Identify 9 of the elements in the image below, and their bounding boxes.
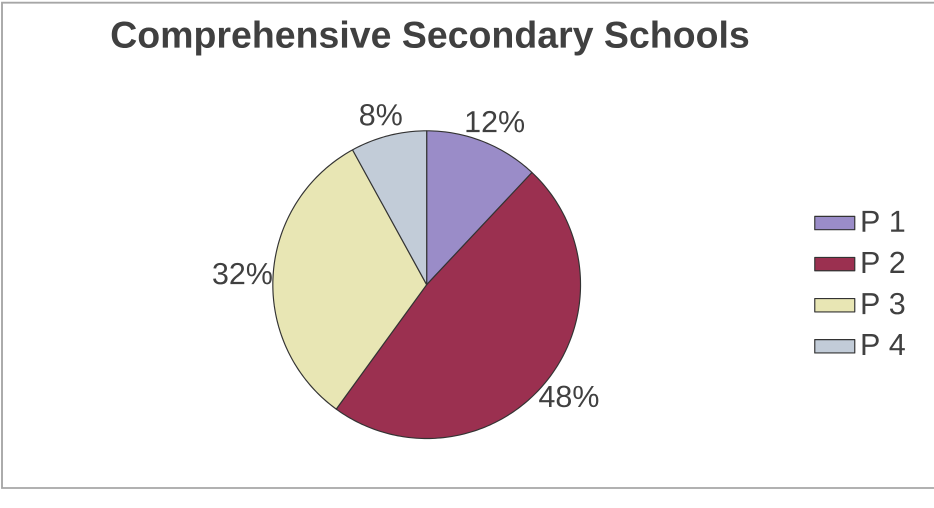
legend-label: P 4 (862, 334, 905, 356)
data-label: 32% (213, 262, 272, 284)
legend-label: P 3 (862, 292, 904, 314)
legend-label: P 2 (862, 252, 904, 273)
data-label: 8% (360, 104, 402, 126)
data-label: 48% (539, 386, 598, 408)
chart-title: Comprehensive Secondary Schools (112, 20, 748, 56)
legend-label: P 1 (862, 210, 904, 232)
data-label: 12% (466, 110, 524, 132)
